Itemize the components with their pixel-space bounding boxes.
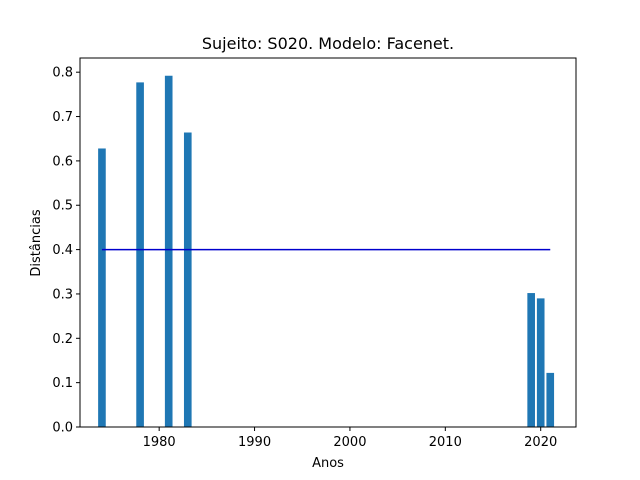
bar-1978 (136, 82, 144, 427)
y-axis-label: Distâncias (29, 209, 44, 276)
x-tick-label-2010: 2010 (429, 435, 462, 450)
x-axis-label: Anos (312, 456, 344, 471)
axes-frame (79, 57, 577, 428)
y-tick-label-8: 0.8 (52, 66, 73, 81)
y-tick-label-4: 0.4 (52, 243, 73, 258)
bar-1981 (164, 75, 173, 427)
x-tick-label-2000: 2000 (333, 435, 366, 450)
bar-1983 (183, 132, 192, 427)
bar-2020 (536, 298, 545, 427)
x-tick-label-1980: 1980 (143, 435, 176, 450)
bar-1974 (98, 148, 106, 428)
x-tick-label-1990: 1990 (238, 435, 271, 450)
y-tick-label-1: 0.1 (52, 376, 73, 391)
bar-2021 (546, 372, 555, 427)
chart-title: Sujeito: S020. Modelo: Facenet. (202, 34, 454, 53)
y-tick-label-5: 0.5 (52, 199, 73, 214)
y-tick-label-3: 0.3 (52, 287, 73, 302)
y-tick-label-0: 0.0 (52, 421, 73, 436)
y-tick-label-2: 0.2 (52, 332, 73, 347)
plot-area: 1980 1990 2000 2010 2020 0.0 0.1 0.2 0.3 0.4 0.5 0.… (52, 57, 577, 450)
y-tick-label-6: 0.6 (52, 154, 73, 169)
y-tick-label-7: 0.7 (52, 110, 73, 125)
bar-2019 (527, 293, 535, 427)
x-tick-label-2020: 2020 (524, 435, 557, 450)
